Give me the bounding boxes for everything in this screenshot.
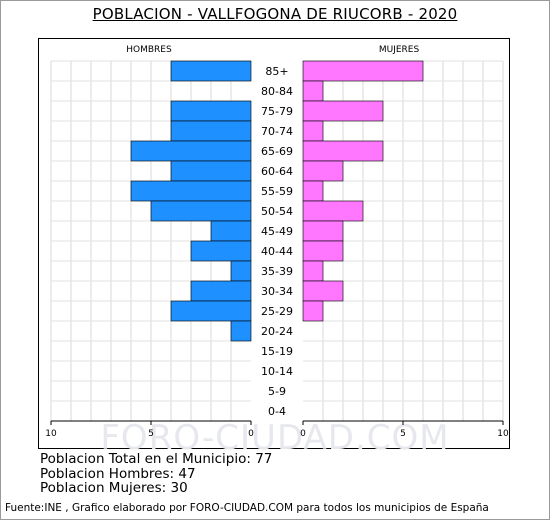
watermark-text: FORO-CIUDAD.COM [100, 418, 449, 450]
x-tick-label-4: 5 [400, 429, 406, 439]
age-label-25-29: 25-29 [261, 305, 293, 318]
source-footer: Fuente:INE , Grafico elaborado por FORO-… [5, 502, 489, 514]
bar-hombres-75-79 [170, 100, 252, 122]
age-label-60-64: 60-64 [261, 165, 293, 178]
bar-hombres-60-64 [170, 160, 252, 182]
age-label-10-14: 10-14 [261, 365, 293, 378]
age-label-80-84: 80-84 [261, 85, 293, 98]
bar-mujeres-60-64 [302, 160, 344, 182]
bar-hombres-65-69 [130, 140, 252, 162]
bar-hombres-55-59 [130, 180, 252, 202]
bar-hombres-50-54 [150, 200, 252, 222]
bar-mujeres-65-69 [302, 140, 384, 162]
bar-mujeres-85+ [302, 60, 424, 82]
bar-hombres-30-34 [190, 280, 252, 302]
age-label-20-24: 20-24 [261, 325, 293, 338]
age-label-15-19: 15-19 [261, 345, 293, 358]
bar-mujeres-30-34 [302, 280, 344, 302]
age-label-70-74: 70-74 [261, 125, 293, 138]
stats-block: Poblacion Total en el Municipio: 77 Pobl… [40, 452, 272, 496]
bar-hombres-25-29 [170, 300, 252, 322]
age-label-5-9: 5-9 [268, 385, 286, 398]
age-label-45-49: 45-49 [261, 225, 293, 238]
women-population: Poblacion Mujeres: 30 [40, 480, 188, 496]
x-tick-label-3: 0 [300, 429, 306, 439]
age-label-75-79: 75-79 [261, 105, 293, 118]
age-label-35-39: 35-39 [261, 265, 293, 278]
age-label-0-4: 0-4 [268, 405, 286, 418]
bar-mujeres-50-54 [302, 200, 364, 222]
bar-hombres-45-49 [210, 220, 252, 242]
pyramid-chart: FORO-CIUDAD.COM HOMBRES MUJERES 85+ 80-84 75-… [38, 38, 510, 450]
x-tick-label-1: 5 [148, 429, 154, 439]
pyramid-svg: FORO-CIUDAD.COM HOMBRES MUJERES 85+ 80-84 75-… [45, 45, 509, 450]
bar-mujeres-35-39 [302, 260, 324, 282]
age-label-50-54: 50-54 [261, 205, 293, 218]
legend-hombres: HOMBRES [126, 45, 172, 55]
bar-mujeres-70-74 [302, 120, 324, 142]
bar-hombres-20-24 [230, 320, 252, 342]
age-label-85+: 85+ [265, 65, 288, 78]
men-population: Poblacion Hombres: 47 [40, 465, 196, 482]
bar-hombres-40-44 [190, 240, 252, 262]
bar-hombres-85+ [170, 60, 252, 82]
chart-title: POBLACION - VALLFOGONA DE RIUCORB - 2020 [92, 5, 458, 23]
bar-mujeres-80-84 [302, 80, 324, 102]
bar-mujeres-75-79 [302, 100, 384, 122]
total-population: Poblacion Total en el Municipio: 77 [40, 451, 273, 467]
bar-hombres-70-74 [170, 120, 252, 142]
x-tick-label-0: 10 [45, 429, 57, 439]
bar-mujeres-40-44 [302, 240, 344, 262]
legend-mujeres: MUJERES [379, 45, 420, 55]
bar-hombres-35-39 [230, 260, 252, 282]
age-label-30-34: 30-34 [261, 285, 293, 298]
bar-mujeres-45-49 [302, 220, 344, 242]
age-label-55-59: 55-59 [261, 185, 293, 198]
bar-mujeres-55-59 [302, 180, 324, 202]
x-tick-label-5: 10 [497, 429, 509, 439]
age-label-65-69: 65-69 [261, 145, 293, 158]
age-label-40-44: 40-44 [261, 245, 293, 258]
bar-mujeres-25-29 [302, 300, 324, 322]
x-tick-label-2: 0 [248, 429, 254, 439]
